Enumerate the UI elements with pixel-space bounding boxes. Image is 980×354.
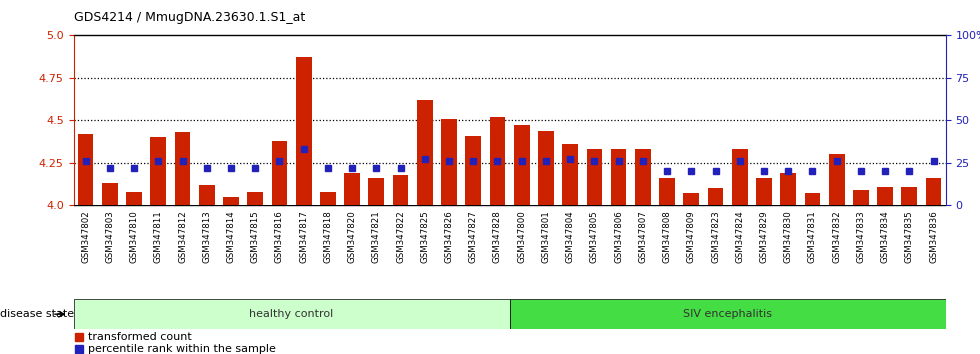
Text: transformed count: transformed count: [88, 332, 192, 342]
Bar: [74, 299, 510, 329]
Text: GSM347832: GSM347832: [832, 210, 841, 263]
Text: GSM347815: GSM347815: [251, 210, 260, 263]
Bar: [320, 192, 336, 205]
Text: disease state: disease state: [0, 309, 74, 319]
Bar: [296, 57, 312, 205]
Bar: [490, 117, 506, 205]
Text: GSM347816: GSM347816: [275, 210, 284, 263]
Bar: [393, 175, 409, 205]
Text: GSM347807: GSM347807: [638, 210, 648, 263]
Text: GSM347811: GSM347811: [154, 210, 163, 263]
Bar: [510, 299, 946, 329]
Text: GSM347825: GSM347825: [420, 210, 429, 263]
Bar: [683, 193, 699, 205]
Text: GSM347829: GSM347829: [760, 210, 768, 263]
Text: GSM347803: GSM347803: [105, 210, 115, 263]
Text: GSM347804: GSM347804: [565, 210, 574, 263]
Text: GSM347826: GSM347826: [445, 210, 454, 263]
Text: GSM347830: GSM347830: [784, 210, 793, 263]
Bar: [563, 144, 578, 205]
Text: GSM347831: GSM347831: [808, 210, 817, 263]
Bar: [829, 154, 845, 205]
Text: GSM347834: GSM347834: [881, 210, 890, 263]
Bar: [877, 187, 893, 205]
Bar: [271, 141, 287, 205]
Text: GSM347822: GSM347822: [396, 210, 405, 263]
Text: GSM347812: GSM347812: [178, 210, 187, 263]
Bar: [126, 192, 142, 205]
Text: GSM347821: GSM347821: [371, 210, 381, 263]
Bar: [466, 136, 481, 205]
Text: GSM347828: GSM347828: [493, 210, 502, 263]
Text: GSM347814: GSM347814: [226, 210, 235, 263]
Bar: [708, 188, 723, 205]
Bar: [174, 132, 190, 205]
Bar: [635, 149, 651, 205]
Bar: [514, 125, 529, 205]
Bar: [102, 183, 118, 205]
Text: GSM347806: GSM347806: [614, 210, 623, 263]
Bar: [926, 178, 942, 205]
Bar: [853, 190, 869, 205]
Bar: [77, 134, 93, 205]
Bar: [780, 173, 796, 205]
Text: GSM347820: GSM347820: [348, 210, 357, 263]
Text: GSM347818: GSM347818: [323, 210, 332, 263]
Bar: [611, 149, 626, 205]
Bar: [757, 178, 772, 205]
Bar: [660, 178, 675, 205]
Text: GSM347805: GSM347805: [590, 210, 599, 263]
Text: GSM347833: GSM347833: [857, 210, 865, 263]
Text: GSM347817: GSM347817: [299, 210, 308, 263]
Text: GSM347808: GSM347808: [662, 210, 671, 263]
Bar: [805, 193, 820, 205]
Bar: [247, 192, 263, 205]
Bar: [150, 137, 167, 205]
Text: GSM347835: GSM347835: [905, 210, 914, 263]
Text: GSM347800: GSM347800: [517, 210, 526, 263]
Text: healthy control: healthy control: [250, 309, 333, 319]
Bar: [223, 197, 239, 205]
Text: GSM347836: GSM347836: [929, 210, 938, 263]
Bar: [368, 178, 384, 205]
Text: GSM347810: GSM347810: [129, 210, 138, 263]
Bar: [344, 173, 360, 205]
Bar: [902, 187, 917, 205]
Bar: [441, 119, 457, 205]
Text: GDS4214 / MmugDNA.23630.1.S1_at: GDS4214 / MmugDNA.23630.1.S1_at: [74, 11, 305, 24]
Text: SIV encephalitis: SIV encephalitis: [683, 309, 772, 319]
Text: GSM347824: GSM347824: [735, 210, 744, 263]
Text: GSM347827: GSM347827: [468, 210, 478, 263]
Text: GSM347813: GSM347813: [202, 210, 212, 263]
Bar: [538, 131, 554, 205]
Bar: [586, 149, 603, 205]
Text: GSM347809: GSM347809: [687, 210, 696, 263]
Bar: [416, 100, 433, 205]
Bar: [199, 185, 215, 205]
Bar: [732, 149, 748, 205]
Text: GSM347823: GSM347823: [711, 210, 720, 263]
Text: GSM347801: GSM347801: [541, 210, 551, 263]
Text: GSM347802: GSM347802: [81, 210, 90, 263]
Text: percentile rank within the sample: percentile rank within the sample: [88, 344, 276, 354]
